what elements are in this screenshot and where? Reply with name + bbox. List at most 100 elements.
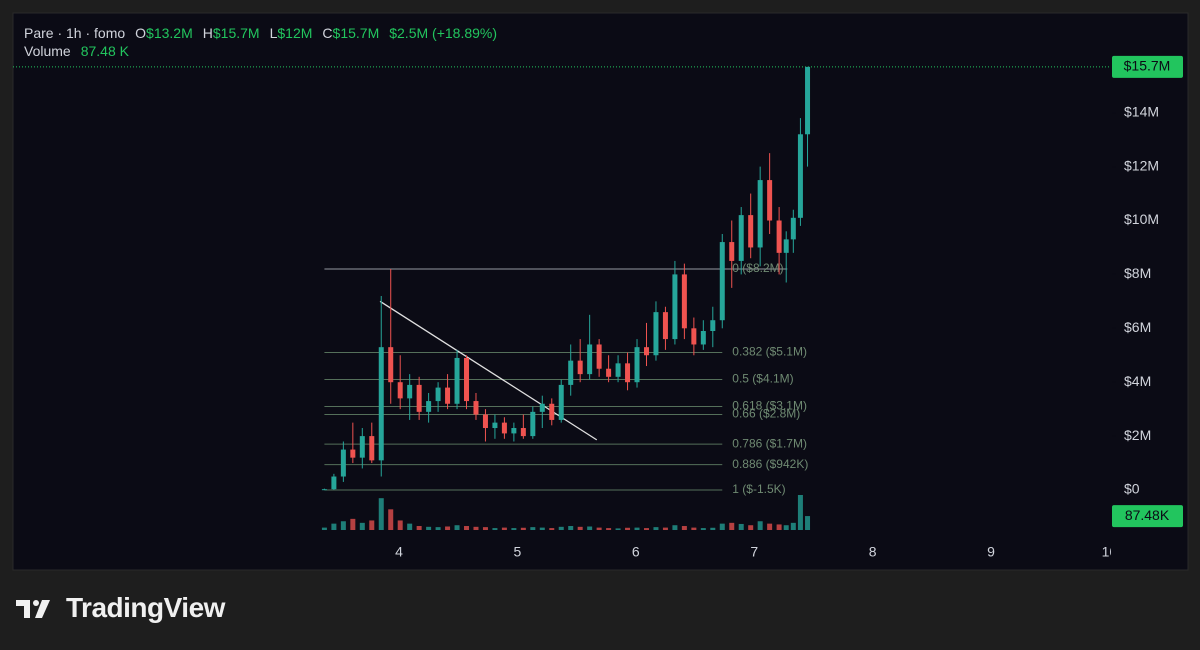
volume-bar xyxy=(606,528,612,530)
candle-body xyxy=(596,344,602,369)
candle-body xyxy=(748,215,754,248)
candle-body xyxy=(790,217,796,240)
volume-bar xyxy=(729,522,735,530)
volume-bar xyxy=(464,526,470,530)
volume-bar xyxy=(530,527,536,530)
candle-body xyxy=(681,274,687,329)
volume-bar xyxy=(643,528,649,530)
change-value: $2.5M (+18.89%) xyxy=(389,25,498,41)
volume-bar xyxy=(520,527,526,530)
volume-bar xyxy=(445,526,451,530)
x-tick-label: 4 xyxy=(395,544,403,560)
x-tick-label: 9 xyxy=(987,544,995,560)
x-axis: 4 5 6 7 8 9 10 xyxy=(395,540,1111,560)
candle-body xyxy=(445,387,451,404)
volume-bar xyxy=(501,527,507,530)
ohlc-key: L xyxy=(269,25,278,41)
candle-body xyxy=(606,368,612,377)
candle-body xyxy=(634,347,640,383)
volume-bar xyxy=(454,525,460,530)
candle-body xyxy=(369,436,375,461)
ohlc-key: H xyxy=(202,25,213,41)
volume-bar xyxy=(388,509,394,530)
candle-body xyxy=(520,428,526,437)
volume-bar xyxy=(577,526,583,530)
volume-bar xyxy=(805,516,811,530)
x-tick-label: 5 xyxy=(514,544,522,560)
volume-bar xyxy=(790,522,796,530)
candle-body xyxy=(805,66,811,135)
legend-header: Pare · 1h · fomo O$13.2M H$15.7M L$12M C$15… xyxy=(24,24,497,60)
candle-body xyxy=(482,414,488,429)
volume-bar xyxy=(473,526,479,530)
y-tick-label: $0 xyxy=(1124,481,1140,497)
candle-body xyxy=(672,274,678,340)
candle-body xyxy=(691,328,697,345)
ohlc-item: H$15.7M xyxy=(203,24,260,42)
volume-bar xyxy=(587,526,593,530)
volume-bar xyxy=(757,521,763,530)
fib-label: 0.886 ($942K) xyxy=(732,457,808,471)
candle-body xyxy=(350,449,356,458)
ohlc-row: Pare · 1h · fomo O$13.2M H$15.7M L$12M C$15… xyxy=(24,24,497,42)
volume-bar xyxy=(797,495,803,530)
volume-bar xyxy=(653,527,659,530)
fib-label: 0 ($8.2M) xyxy=(732,261,783,275)
candle-body xyxy=(738,215,744,261)
candle-body xyxy=(719,242,725,321)
candle-body xyxy=(407,384,413,399)
candle-body xyxy=(587,344,593,375)
ohlc-item: L$12M xyxy=(270,24,313,42)
y-tick-label: $6M xyxy=(1124,319,1151,335)
volume-row: Volume 87.48 K xyxy=(24,42,497,60)
ohlc-value: $15.7M xyxy=(212,25,260,41)
ohlc-key: O xyxy=(135,25,147,41)
volume-bar xyxy=(435,527,441,530)
ohlc-key: C xyxy=(322,25,333,41)
candle-body xyxy=(388,347,394,383)
x-tick-label: 8 xyxy=(869,544,877,560)
volume-bar xyxy=(568,526,574,530)
volume-bar xyxy=(549,528,555,530)
y-tick-label: $4M xyxy=(1124,373,1151,389)
candle-body xyxy=(397,382,403,399)
fib-label: 0.66 ($2.8M) xyxy=(732,407,800,421)
volume-bar xyxy=(719,523,725,530)
candle-body xyxy=(757,180,763,248)
candle-body xyxy=(643,347,649,356)
candle-body xyxy=(783,239,789,253)
ohlc-value: $12M xyxy=(277,25,313,41)
candle-body xyxy=(729,242,735,261)
chart-panel xyxy=(12,12,1189,571)
candle-body xyxy=(426,401,432,412)
candle-body xyxy=(662,312,668,340)
volume-bar xyxy=(426,526,432,530)
volume-bar xyxy=(511,528,517,530)
volume-tag-bg xyxy=(1112,505,1183,528)
y-tick-label: $12M xyxy=(1124,157,1159,173)
candle-body xyxy=(435,387,441,402)
volume-bar xyxy=(662,527,668,530)
ohlc-item: O$13.2M xyxy=(135,24,193,42)
price-tag: $15.7M xyxy=(1124,58,1171,74)
ohlc-item: C$15.7M xyxy=(322,24,379,42)
fib-label: 0.5 ($4.1M) xyxy=(732,372,793,386)
volume-label: Volume xyxy=(24,43,71,59)
volume-bar xyxy=(369,520,375,530)
volume-bar xyxy=(397,520,403,530)
candle-body xyxy=(568,360,574,385)
candle-body xyxy=(501,422,507,434)
candle-body xyxy=(577,360,583,375)
volume-bar xyxy=(710,527,716,530)
volume-bar xyxy=(625,527,631,530)
volume-bar xyxy=(691,527,697,530)
candle-body xyxy=(416,384,422,412)
volume-bar xyxy=(558,526,564,530)
brand-logo xyxy=(16,600,50,618)
ohlc-value: $15.7M xyxy=(332,25,380,41)
candle-body xyxy=(331,476,337,490)
volume-bar xyxy=(331,523,337,530)
volume-value: 87.48 K xyxy=(80,43,129,59)
candle-body xyxy=(464,357,470,402)
